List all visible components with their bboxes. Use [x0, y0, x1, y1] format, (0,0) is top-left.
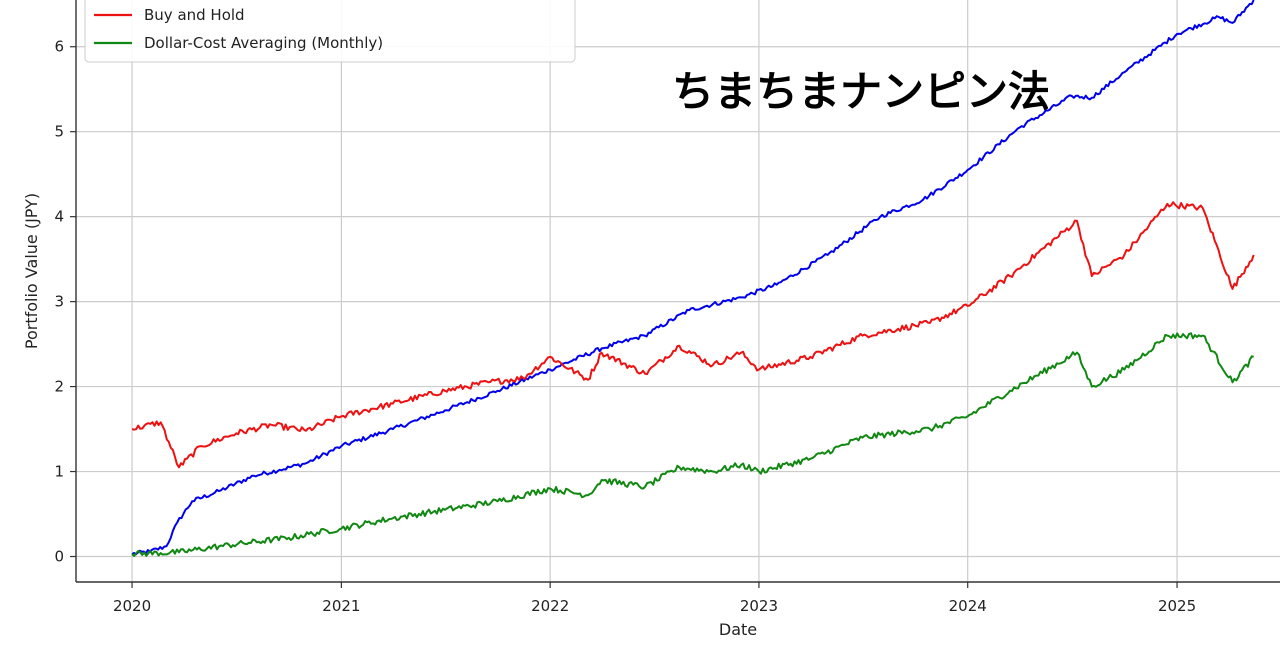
legend: Buy and Hold Dollar-Cost Averaging (Month… — [84, 0, 576, 63]
y-tick-label: 5 — [54, 123, 64, 141]
series-line-unlabeled — [131, 0, 1255, 556]
x-axis-ticks: 2020 2021 2022 2023 2024 2025 — [113, 582, 1196, 615]
y-axis-ticks: 0 1 2 3 4 5 6 — [54, 38, 76, 566]
x-tick-label: 2020 — [113, 597, 151, 615]
y-tick-label: 4 — [54, 208, 64, 226]
x-tick-label: 2022 — [531, 597, 569, 615]
x-tick-label: 2025 — [1158, 597, 1196, 615]
y-tick-label: 6 — [54, 38, 64, 56]
y-axis-label: Portfolio Value (JPY) — [22, 193, 41, 349]
series-line-buy-and-hold — [131, 201, 1255, 469]
x-tick-label: 2021 — [322, 597, 360, 615]
axes-frame — [75, 0, 1280, 583]
series-line-dollar-cost-averaging-monthly — [131, 332, 1254, 557]
y-tick-label: 3 — [54, 293, 64, 311]
series-lines — [131, 0, 1255, 557]
y-tick-label: 0 — [54, 548, 64, 566]
x-tick-label: 2024 — [949, 597, 987, 615]
overlay-caption: ちまちまナンピン法 — [672, 67, 1050, 116]
grid-lines — [76, 0, 1280, 582]
x-tick-label: 2023 — [740, 597, 778, 615]
x-axis-label: Date — [719, 620, 757, 639]
y-tick-label: 2 — [54, 378, 64, 396]
legend-label: Buy and Hold — [144, 6, 245, 24]
legend-box — [84, 0, 576, 63]
y-tick-label: 1 — [54, 463, 64, 481]
legend-label: Dollar-Cost Averaging (Monthly) — [144, 34, 383, 52]
